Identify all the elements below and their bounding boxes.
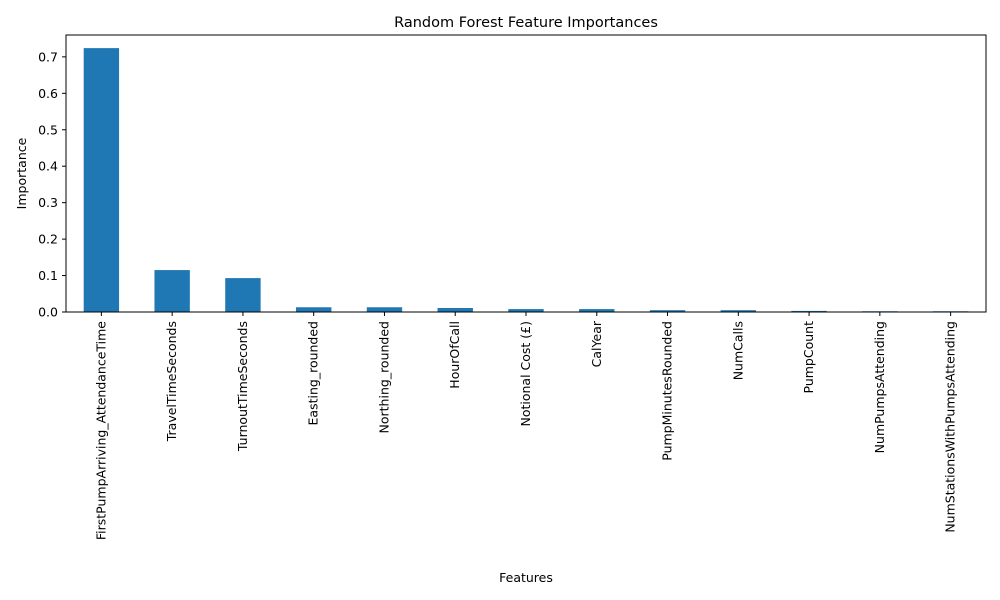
x-axis-label: Features — [499, 570, 553, 585]
bars-group — [83, 48, 969, 312]
x-tick-label: PumpCount — [801, 321, 816, 394]
y-axis: 0.0 0.1 0.2 0.3 0.4 0.5 0.6 0.7 — [38, 49, 66, 320]
y-axis-label: Importance — [14, 137, 29, 209]
x-tick-label: TurnoutTimeSeconds — [235, 321, 250, 452]
x-tick-label: CalYear — [589, 320, 604, 367]
x-axis: FirstPumpArriving_AttendanceTime TravelTi… — [93, 312, 958, 540]
x-tick-label: HourOfCall — [447, 321, 462, 389]
x-tick-label: TravelTimeSeconds — [164, 321, 179, 442]
y-tick-label: 0.5 — [38, 122, 58, 137]
y-tick-label: 0.0 — [38, 305, 58, 320]
x-tick-label: Northing_rounded — [376, 321, 391, 433]
x-tick-label: Notional Cost (£) — [518, 321, 533, 427]
x-tick-label: Easting_rounded — [306, 321, 321, 425]
bar-7 — [579, 309, 615, 312]
y-tick-label: 0.1 — [38, 268, 58, 283]
y-tick-label: 0.4 — [38, 159, 58, 174]
bar-10 — [791, 310, 827, 312]
bar-9 — [720, 310, 756, 312]
bar-4 — [366, 307, 403, 312]
y-tick-label: 0.2 — [38, 232, 58, 247]
bar-3 — [296, 307, 332, 312]
y-tick-label: 0.3 — [38, 195, 58, 210]
x-tick-label: FirstPumpArriving_AttendanceTime — [93, 321, 108, 540]
bar-0 — [83, 48, 120, 312]
bar-2 — [225, 278, 261, 312]
x-tick-label: NumCalls — [730, 321, 745, 380]
y-tick-label: 0.7 — [38, 49, 58, 64]
bar-8 — [649, 310, 686, 312]
plot-frame — [65, 34, 987, 313]
bar-5 — [437, 307, 473, 312]
y-tick-label: 0.6 — [38, 86, 58, 101]
x-tick-label: NumStationsWithPumpsAttending — [943, 321, 958, 533]
bar-1 — [154, 270, 190, 312]
x-tick-label: PumpMinutesRounded — [660, 321, 675, 461]
chart-title: Random Forest Feature Importances — [394, 15, 658, 31]
x-tick-label: NumPumpsAttending — [872, 321, 887, 453]
bar-6 — [508, 309, 544, 312]
